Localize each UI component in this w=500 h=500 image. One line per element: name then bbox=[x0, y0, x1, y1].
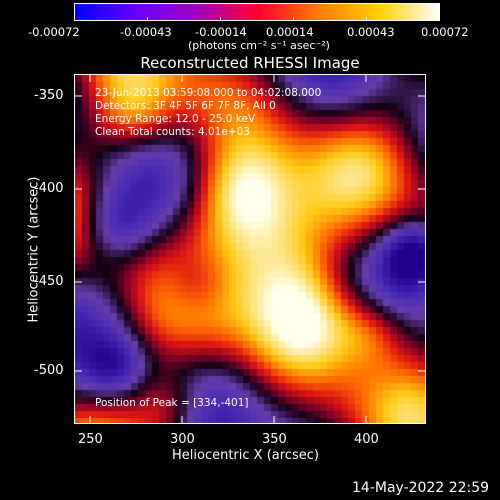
colorbar-tick-label: -0.00014 bbox=[195, 25, 247, 39]
x-tick-label: 350 bbox=[262, 432, 287, 447]
annotation-line: Detectors: 3F 4F 5F 6F 7F 8F, All 0 bbox=[95, 100, 276, 112]
colorbar-tick-label: 0.00043 bbox=[347, 25, 395, 39]
rhessi-image bbox=[75, 75, 425, 423]
colorbar-tick-label: -0.00072 bbox=[28, 25, 80, 39]
colorbar-tick-label: 0.00072 bbox=[421, 25, 469, 39]
colorbar-tick-label: 0.00014 bbox=[266, 25, 314, 39]
y-tick-label: -350 bbox=[34, 88, 64, 103]
plot-title: Reconstructed RHESSI Image bbox=[140, 54, 360, 72]
colorbar-unit-label: (photons cm⁻² s⁻¹ asec⁻²) bbox=[188, 39, 330, 52]
y-tick-label: -450 bbox=[34, 274, 64, 289]
x-axis-label: Heliocentric X (arcsec) bbox=[172, 448, 319, 463]
annotation-line: Clean Total counts: 4.01e+03 bbox=[95, 126, 250, 138]
y-tick-label: -400 bbox=[34, 181, 64, 196]
y-axis-label: Heliocentric Y (arcsec) bbox=[26, 176, 42, 323]
x-tick-label: 300 bbox=[170, 432, 195, 447]
footer-datetime: 14-May-2022 22:59 bbox=[352, 480, 490, 496]
rhessi-image-frame: 23-Jun-2013 03:59:08.000 to 04:02:08.000… bbox=[74, 74, 426, 424]
peak-position: Position of Peak = [334,-401] bbox=[95, 397, 249, 409]
x-tick-label: 250 bbox=[78, 432, 103, 447]
annotation-line: 23-Jun-2013 03:59:08.000 to 04:02:08.000 bbox=[95, 87, 322, 99]
colorbar bbox=[74, 3, 440, 21]
annotation-line: Energy Range: 12.0 - 25.0 keV bbox=[95, 113, 256, 125]
x-tick-label: 400 bbox=[354, 432, 379, 447]
y-tick-label: -500 bbox=[34, 363, 64, 378]
colorbar-gradient bbox=[75, 4, 439, 20]
colorbar-tick-label: -0.00043 bbox=[120, 25, 172, 39]
colorbar-ticks bbox=[74, 17, 440, 22]
